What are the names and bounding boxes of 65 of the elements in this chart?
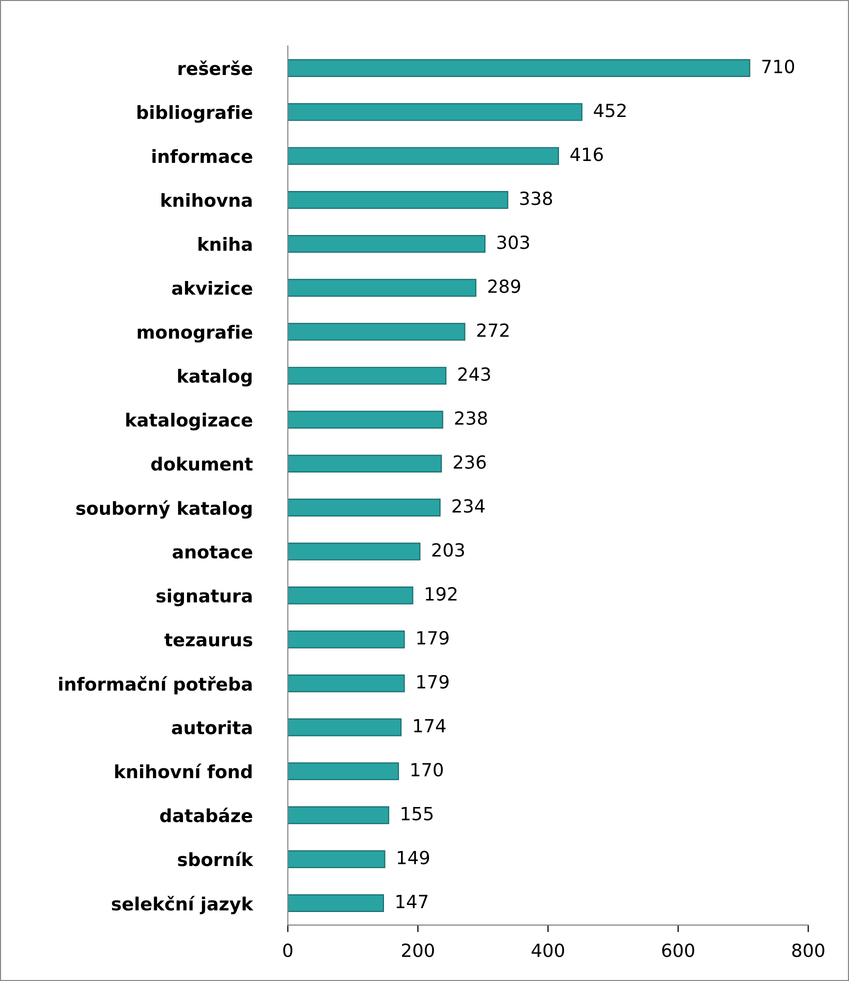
bar <box>288 806 390 824</box>
x-tick-label: 800 <box>792 943 824 958</box>
bar <box>288 718 402 736</box>
data-label: 289 <box>488 279 520 294</box>
bar <box>288 410 444 429</box>
bar <box>288 278 476 297</box>
y-tick-label: selekční jazyk <box>112 896 254 914</box>
y-tick-label: rešerše <box>178 60 252 76</box>
bar <box>288 850 386 868</box>
data-label: 179 <box>417 630 449 645</box>
bar <box>288 103 582 121</box>
bar <box>288 498 441 516</box>
y-tick-label: autorita <box>172 720 252 734</box>
y-tick-label: tezaurus <box>164 634 252 647</box>
y-tick-label: informace <box>152 149 252 164</box>
bar <box>288 674 405 692</box>
data-label: 710 <box>762 60 794 74</box>
x-tick-label: 600 <box>662 943 694 958</box>
data-label: 149 <box>398 850 430 864</box>
data-label: 272 <box>477 323 509 337</box>
bar <box>288 59 750 77</box>
y-tick-label: sborník <box>178 852 254 866</box>
y-tick-label: databáze <box>160 808 252 822</box>
y-tick-label: knihovna <box>161 193 252 208</box>
data-label: 243 <box>458 367 490 381</box>
bar <box>288 630 405 648</box>
bar <box>288 542 420 560</box>
data-label: 416 <box>570 148 603 162</box>
y-tick-label: katalogizace <box>126 412 252 430</box>
y-tick-label: souborný katalog <box>76 500 252 519</box>
bar <box>288 894 384 912</box>
y-tick-label: monografie <box>138 324 252 343</box>
data-label: 338 <box>520 192 552 206</box>
y-tick-label: kniha <box>198 237 252 251</box>
x-tick-label: 400 <box>532 943 564 958</box>
bar <box>288 366 446 385</box>
data-label: 203 <box>432 543 464 557</box>
y-tick-label: bibliografie <box>137 105 252 123</box>
y-tick-label: akvizice <box>172 280 252 295</box>
x-tick-label: 200 <box>402 943 434 958</box>
data-label: 238 <box>455 411 487 425</box>
data-label: 303 <box>497 235 530 250</box>
y-tick-label: signatura <box>156 588 252 606</box>
data-label: 234 <box>452 499 485 513</box>
y-tick-label: knihovní fond <box>115 764 252 778</box>
bar <box>288 762 399 780</box>
data-label: 452 <box>594 104 626 118</box>
data-label: 174 <box>414 719 446 732</box>
bar <box>288 234 486 253</box>
y-tick-label: dokument <box>151 456 253 471</box>
bar <box>288 322 466 341</box>
data-label: 179 <box>417 674 449 689</box>
bar <box>288 454 442 473</box>
data-label: 155 <box>402 807 433 820</box>
y-tick-label: anotace <box>172 546 252 559</box>
bar <box>288 191 508 209</box>
data-label: 192 <box>426 587 456 601</box>
data-label: 236 <box>454 455 486 469</box>
data-label: 147 <box>396 894 428 908</box>
y-tick-label: katalog <box>178 368 252 386</box>
x-tick-label: 0 <box>283 943 292 958</box>
data-label: 170 <box>412 762 443 776</box>
y-tick-label: informační potřeba <box>59 676 252 694</box>
bar <box>288 147 559 165</box>
bar <box>288 586 414 604</box>
